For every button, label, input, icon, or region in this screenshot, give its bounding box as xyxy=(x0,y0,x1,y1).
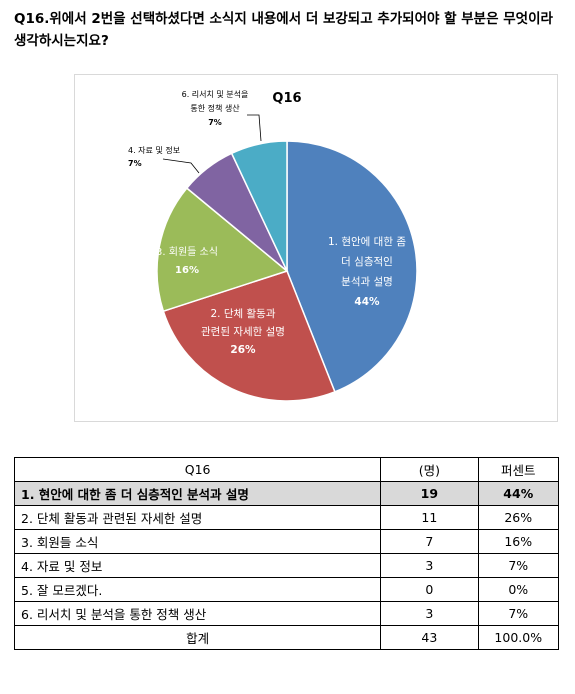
row-label: 3. 회원들 소식 xyxy=(13,529,382,554)
row-percent: 26% xyxy=(477,505,560,530)
leader-line-resources xyxy=(162,158,200,174)
row-count: 0 xyxy=(380,577,479,602)
table-total-row: 합계 43 100.0% xyxy=(13,625,560,650)
row-count: 3 xyxy=(380,553,479,578)
table-row: 4. 자료 및 정보 3 7% xyxy=(13,553,560,578)
slice-label: 3. 회원들 소식 16% xyxy=(156,246,218,276)
row-percent: 0% xyxy=(477,577,560,602)
pie-slices xyxy=(156,140,418,402)
slice-analysis xyxy=(286,140,418,393)
slice-activities xyxy=(162,270,336,402)
row-label: 4. 자료 및 정보 xyxy=(13,553,382,578)
row-label: 1. 현안에 대한 좀 더 심층적인 분석과 설명 xyxy=(13,481,382,506)
header-count: (명) xyxy=(380,457,479,482)
table-row: 2. 단체 활동과 관련된 자세한 설명 11 26% xyxy=(13,505,560,530)
table-row: 6. 리서치 및 분석을 통한 정책 생산 3 7% xyxy=(13,601,560,626)
row-count: 11 xyxy=(380,505,479,530)
slice-member-news xyxy=(156,187,289,313)
question-text: Q16.위에서 2번을 선택하셨다면 소식지 내용에서 더 보강되고 추가되어야… xyxy=(14,11,553,49)
row-percent: 7% xyxy=(477,601,560,626)
row-percent: 44% xyxy=(477,481,560,506)
total-label: 합계 xyxy=(13,625,382,650)
header-percent: 퍼센트 xyxy=(477,457,560,482)
table-header-row: Q16 (명) 퍼센트 xyxy=(13,457,560,482)
table-row: 1. 현안에 대한 좀 더 심층적인 분석과 설명 19 44% xyxy=(13,481,560,506)
slice-label: 6. 리서치 및 분석을 통한 정책 생산 7% xyxy=(182,89,249,127)
leader-line-research xyxy=(247,114,262,142)
results-table: Q16 (명) 퍼센트 1. 현안에 대한 좀 더 심층적인 분석과 설명 19… xyxy=(13,457,560,650)
row-label: 6. 리서치 및 분석을 통한 정책 생산 xyxy=(13,601,382,626)
slice-label: 4. 자료 및 정보 7% xyxy=(128,145,180,168)
chart-title: Q16 xyxy=(272,91,301,106)
row-percent: 7% xyxy=(477,553,560,578)
header-question: Q16 xyxy=(13,457,382,482)
row-count: 3 xyxy=(380,601,479,626)
slice-research-policy xyxy=(230,140,288,272)
row-count: 19 xyxy=(380,481,479,506)
row-percent: 16% xyxy=(477,529,560,554)
row-label: 5. 잘 모르겠다. xyxy=(13,577,382,602)
table-row: 5. 잘 모르겠다. 0 0% xyxy=(13,577,560,602)
row-count: 7 xyxy=(380,529,479,554)
total-count: 43 xyxy=(380,625,479,650)
total-percent: 100.0% xyxy=(477,625,560,650)
row-label: 2. 단체 활동과 관련된 자세한 설명 xyxy=(13,505,382,530)
table-row: 3. 회원들 소식 7 16% xyxy=(13,529,560,554)
slice-label: 2. 단체 활동과 관련된 자세한 설명 26% xyxy=(201,307,285,356)
